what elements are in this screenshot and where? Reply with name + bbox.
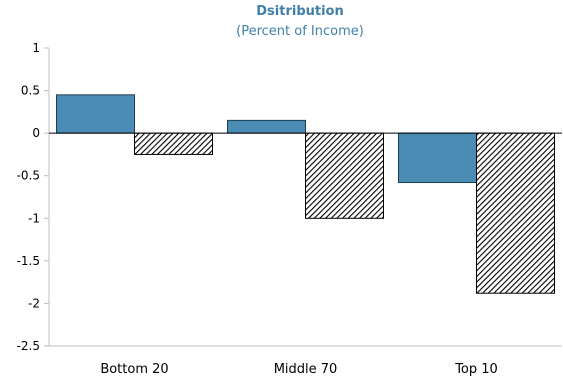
y-tick-label: 0.5 [21,84,40,98]
y-tick-label: -2 [28,296,40,310]
chart-subtitle: (Percent of Income) [236,24,364,39]
chart-title: Dsitribution [256,4,343,19]
bar-series-2-top-10 [476,132,555,294]
y-tick-label: -1 [28,211,40,225]
plot-area: 1 0.5 0 -0.5 -1 -1.5 -2 -2.5 Bottom 20 Middle 70 T… [17,41,562,377]
bar-series-1-top-10 [398,132,477,184]
x-category-label: Bottom 20 [100,362,168,377]
bar-series-1-bottom-20 [56,94,135,134]
y-tick-label: -1.5 [17,254,40,268]
y-tick-label: 1 [32,41,40,55]
bar-series-1-middle-70 [227,119,306,134]
bar-series-2-middle-70 [305,132,384,219]
y-tick-label: 0 [32,126,40,140]
y-tick-label: -0.5 [17,169,40,183]
y-tick-label: -2.5 [17,339,40,353]
x-category-label: Middle 70 [274,362,338,377]
bar-series-2-bottom-20 [134,132,213,155]
x-category-label: Top 10 [454,362,498,377]
